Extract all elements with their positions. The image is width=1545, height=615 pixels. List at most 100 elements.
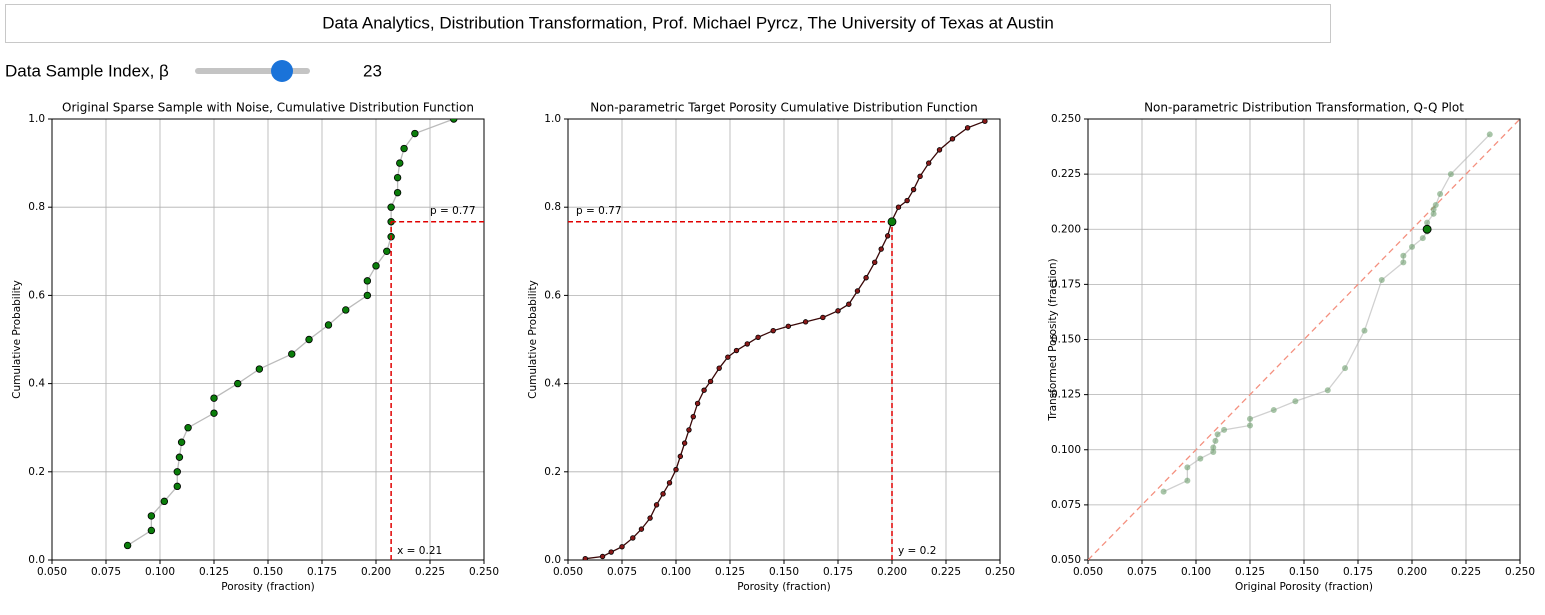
data-point xyxy=(1197,455,1204,462)
data-point xyxy=(854,288,861,294)
y-tick-label: 0.6 xyxy=(28,289,45,301)
data-point xyxy=(210,409,218,417)
data-point xyxy=(619,544,625,550)
data-point xyxy=(173,468,181,476)
data-point xyxy=(1432,201,1439,208)
y-tick-label: 0.0 xyxy=(544,554,561,566)
x-tick-label: 0.200 xyxy=(877,566,907,578)
plot-frame xyxy=(567,118,1001,561)
data-point xyxy=(707,378,714,385)
series-line xyxy=(1163,133,1491,493)
data-point xyxy=(450,119,458,123)
annotation: x = 0.21 xyxy=(397,545,442,557)
x-tick-label: 0.175 xyxy=(1343,566,1373,578)
plot-area xyxy=(568,119,988,560)
header-title: Data Analytics, Distribution Transformat… xyxy=(322,13,1054,32)
slider-label: Data Sample Index, β xyxy=(5,61,169,80)
data-point xyxy=(393,173,402,182)
data-point xyxy=(599,553,606,560)
slider-knob[interactable] xyxy=(271,60,293,82)
x-tick-label: 0.225 xyxy=(1451,566,1481,578)
data-point xyxy=(785,323,792,329)
data-point xyxy=(1409,243,1416,250)
data-point xyxy=(363,291,372,300)
data-point xyxy=(383,247,391,255)
x-axis-label: Porosity (fraction) xyxy=(221,581,314,593)
data-point xyxy=(884,233,891,239)
x-tick-label: 0.050 xyxy=(553,566,583,578)
y-axis-label: Cumulative Probability xyxy=(527,280,539,399)
plot-frame xyxy=(1087,118,1521,561)
data-point xyxy=(630,535,636,541)
title-box xyxy=(5,4,1331,43)
series-line xyxy=(127,119,454,546)
y-tick-label: 0.2 xyxy=(28,466,45,478)
data-point xyxy=(820,314,826,321)
data-point xyxy=(1212,437,1219,444)
data-point xyxy=(733,347,740,354)
x-tick-label: 0.100 xyxy=(1181,566,1211,578)
data-point xyxy=(160,497,169,506)
chart-title: Non-parametric Distribution Transformati… xyxy=(1144,101,1464,115)
chart-title: Non-parametric Target Porosity Cumulativ… xyxy=(590,101,977,115)
data-point xyxy=(917,173,923,180)
data-point xyxy=(1419,235,1426,242)
y-tick-label: 0.4 xyxy=(544,378,561,390)
x-tick-label: 0.250 xyxy=(985,566,1015,578)
data-point xyxy=(725,354,731,360)
plot-area xyxy=(123,119,484,560)
x-tick-label: 0.050 xyxy=(37,566,67,578)
annotation: p = 0.77 xyxy=(576,205,622,217)
data-point xyxy=(173,482,181,491)
data-point xyxy=(835,308,841,314)
data-point xyxy=(288,350,296,358)
data-point xyxy=(910,186,917,193)
data-point xyxy=(147,512,156,520)
slider-value: 23 xyxy=(363,61,382,80)
data-point xyxy=(184,424,192,432)
x-tick-label: 0.125 xyxy=(199,566,229,578)
x-tick-label: 0.225 xyxy=(415,566,445,578)
data-point xyxy=(1400,259,1407,266)
data-point xyxy=(846,301,852,307)
data-point xyxy=(690,413,696,420)
data-point xyxy=(1361,327,1368,334)
data-point xyxy=(305,335,313,344)
y-tick-label: 0.125 xyxy=(1051,389,1081,401)
y-axis-label: Cumulative Probability xyxy=(11,280,23,399)
slider[interactable] xyxy=(195,60,310,82)
y-tick-label: 0.6 xyxy=(544,289,561,301)
data-point xyxy=(638,526,645,532)
data-point xyxy=(964,125,971,131)
annotation: p = 0.77 xyxy=(430,205,476,217)
y-tick-label: 0.250 xyxy=(1051,113,1081,125)
x-tick-label: 0.250 xyxy=(1505,566,1535,578)
data-point xyxy=(1184,464,1191,471)
data-point xyxy=(1160,488,1167,495)
data-point xyxy=(608,549,614,555)
data-point xyxy=(1292,398,1299,405)
x-tick-label: 0.075 xyxy=(1127,566,1157,578)
data-point xyxy=(411,129,419,138)
data-point xyxy=(1247,415,1254,422)
plot-frame xyxy=(51,118,485,561)
y-tick-label: 0.200 xyxy=(1051,223,1081,235)
data-point xyxy=(372,262,380,270)
data-point xyxy=(342,306,350,314)
x-axis-label: Original Porosity (fraction) xyxy=(1235,581,1373,593)
data-point xyxy=(863,275,869,281)
data-point xyxy=(324,321,333,329)
y-tick-label: 0.2 xyxy=(544,466,561,478)
x-tick-label: 0.200 xyxy=(1397,566,1427,578)
data-point xyxy=(1342,365,1349,372)
data-point xyxy=(666,480,673,486)
data-point xyxy=(1210,444,1217,451)
series-line xyxy=(585,120,986,560)
data-point xyxy=(686,427,692,433)
data-point xyxy=(701,387,707,393)
y-tick-label: 0.150 xyxy=(1051,334,1081,346)
data-point xyxy=(255,365,264,373)
data-point xyxy=(393,188,402,197)
